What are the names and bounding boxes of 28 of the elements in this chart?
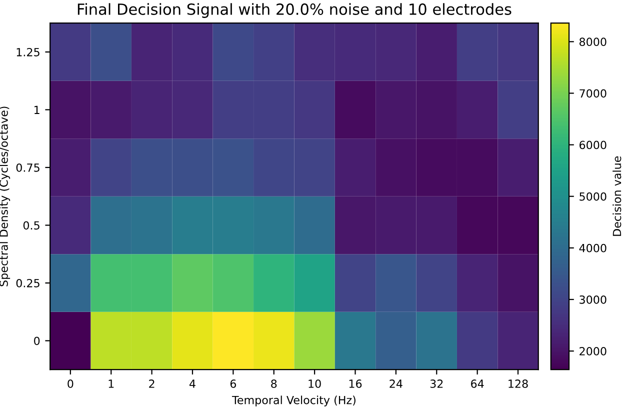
x-tick-label: 4 xyxy=(190,380,196,388)
color-bar-label: 5000 xyxy=(580,192,606,201)
x-axis-title: Temporal Velocity (Hz) xyxy=(232,396,356,406)
y-tick-label: 0.25 xyxy=(16,278,40,288)
x-tick-label: 1 xyxy=(108,380,114,388)
color-bar-label: 4000 xyxy=(579,244,606,252)
x-tick-label: 2 xyxy=(149,380,154,388)
x-tick-label: 24 xyxy=(390,380,402,388)
y-tick-label: 1.25 xyxy=(16,48,40,56)
color-bar-label: 3000 xyxy=(580,295,606,304)
chart-title: Final Decision Signal with 20.0% noise and 10 electrodes xyxy=(78,3,512,18)
x-tick-label: 16 xyxy=(349,380,362,388)
x-tick-label: 10 xyxy=(308,380,321,388)
x-tick-label: 8 xyxy=(271,380,277,388)
y-tick-label: 0 xyxy=(34,336,40,346)
x-tick-label: 128 xyxy=(508,380,528,388)
color-bar-label: 2000 xyxy=(580,347,606,356)
y-tick-label: 1 xyxy=(34,106,40,114)
color-bar-label: 6000 xyxy=(580,140,606,150)
color-bar-label: 8000 xyxy=(580,38,606,46)
y-tick-label: 0.5 xyxy=(23,221,40,230)
x-tick-label: 32 xyxy=(430,380,443,388)
color-bar-title: Decision value xyxy=(612,156,622,236)
x-tick-label: 6 xyxy=(230,380,236,388)
color-bar-label: 7000 xyxy=(580,89,606,98)
x-tick-label: 0 xyxy=(68,380,74,388)
y-tick-label: 0.75 xyxy=(16,163,40,172)
x-tick-label: 64 xyxy=(471,380,484,388)
